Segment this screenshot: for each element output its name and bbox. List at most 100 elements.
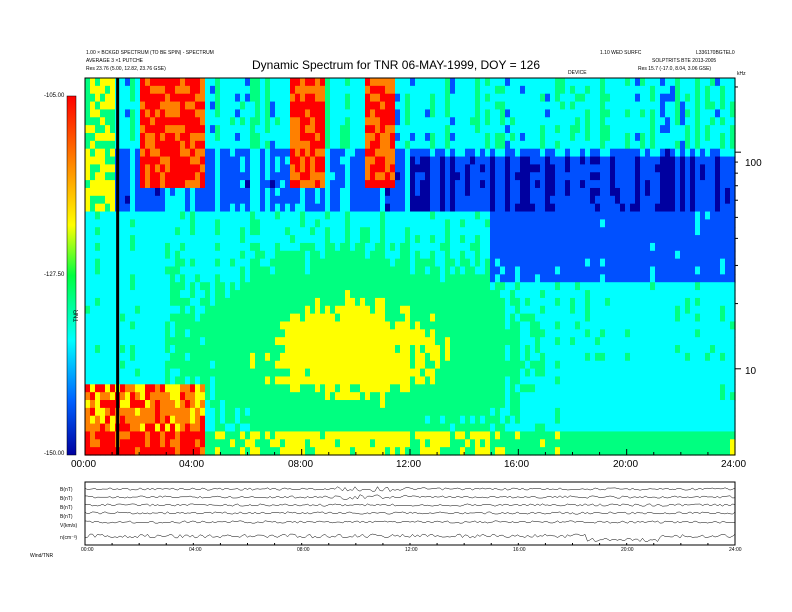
spectrogram-cell — [310, 117, 316, 126]
spectrogram-cell — [370, 282, 376, 291]
spectrogram-cell — [290, 439, 296, 448]
spectrogram-cell — [375, 93, 381, 103]
spectrogram-cell — [585, 203, 591, 213]
spectrogram-cell — [360, 439, 366, 448]
spectrogram-cell — [430, 266, 436, 275]
spectrogram-cell — [505, 337, 511, 346]
spectrogram-cell — [345, 235, 351, 244]
spectrogram-cell — [415, 242, 421, 252]
spectrogram-cell — [380, 203, 386, 213]
spectrogram-cell — [435, 125, 441, 134]
spectrogram-cell — [560, 384, 566, 393]
spectrogram-cell — [420, 101, 426, 111]
spectrogram-cell — [280, 211, 286, 220]
spectrogram-cell — [305, 164, 311, 173]
spectrogram-cell — [320, 164, 326, 173]
spectrogram-cell — [505, 125, 511, 134]
spectrogram-cell — [400, 313, 406, 323]
spectrogram-cell — [100, 447, 106, 456]
spectrogram-cell — [180, 431, 186, 440]
spectrogram-cell — [290, 109, 296, 118]
spectrogram-cell — [160, 172, 166, 181]
spectrogram-cell — [135, 227, 141, 236]
spectrogram-cell — [495, 211, 501, 220]
spectrogram-cell — [280, 219, 286, 228]
spectrogram-cell — [245, 85, 251, 95]
spectrogram-cell — [315, 439, 321, 448]
spectrogram-cell — [455, 407, 461, 417]
spectrogram-cell — [455, 219, 461, 228]
spectrogram-cell — [555, 337, 561, 346]
spectrogram-cell — [90, 352, 96, 362]
spectrogram-cell — [465, 180, 471, 189]
spectrogram-cell — [485, 101, 491, 111]
spectrogram-cell — [600, 274, 606, 283]
spectrogram-cell — [275, 93, 281, 103]
spectrogram-cell — [165, 132, 171, 142]
spectrogram-cell — [500, 187, 506, 197]
spectrogram-cell — [600, 242, 606, 252]
spectrogram-cell — [285, 235, 291, 244]
spectrogram-cell — [160, 85, 166, 95]
spectrogram-cell — [185, 195, 191, 205]
spectrogram-cell — [245, 423, 251, 433]
spectrogram-cell — [375, 392, 381, 401]
spectrogram-cell — [160, 376, 166, 385]
spectrogram-cell — [365, 235, 371, 244]
spectrogram-cell — [585, 219, 591, 228]
spectrogram-cell — [420, 250, 426, 260]
spectrogram-cell — [480, 376, 486, 385]
spectrogram-cell — [190, 93, 196, 103]
spectrogram-cell — [295, 211, 301, 220]
spectrogram-cell — [600, 132, 606, 142]
spectrogram-cell — [350, 360, 356, 370]
spectrogram-cell — [575, 156, 581, 165]
spectrogram-cell — [120, 156, 126, 165]
spectrogram-cell — [245, 345, 251, 354]
spectrogram-cell — [355, 297, 361, 307]
spectrogram-cell — [295, 78, 301, 87]
spectrogram-cell — [285, 195, 291, 205]
spectrogram-cell — [365, 140, 371, 150]
spectrogram-cell — [600, 368, 606, 378]
spectrogram-cell — [220, 235, 226, 244]
spectrogram-cell — [155, 172, 161, 181]
spectrogram-cell — [90, 93, 96, 103]
spectrogram-cell — [275, 235, 281, 244]
spectrogram-cell — [475, 423, 481, 433]
spectrogram-cell — [475, 250, 481, 260]
spectrogram-cell — [540, 439, 546, 448]
spectrogram-cell — [230, 313, 236, 323]
spectrogram-cell — [85, 368, 91, 378]
spectrogram-cell — [400, 360, 406, 370]
spectrogram-cell — [550, 78, 556, 87]
spectrogram-cell — [280, 352, 286, 362]
spectrogram-cell — [90, 321, 96, 330]
spectrogram-cell — [320, 117, 326, 126]
spectrogram-cell — [510, 447, 516, 456]
spectrogram-cell — [355, 109, 361, 118]
spectrogram-cell — [505, 211, 511, 220]
spectrogram-cell — [425, 329, 431, 338]
spectrogram-cell — [545, 352, 551, 362]
spectrogram-cell — [85, 235, 91, 244]
spectrogram-cell — [495, 423, 501, 433]
spectrogram-cell — [515, 180, 521, 189]
spectrogram-cell — [520, 447, 526, 456]
spectrogram-cell — [400, 203, 406, 213]
spectrogram-cell — [300, 164, 306, 173]
spectrogram-cell — [580, 187, 586, 197]
spectrogram-cell — [265, 211, 271, 220]
spectrogram-cell — [540, 219, 546, 228]
spectrogram-cell — [530, 195, 536, 205]
spectrogram-cell — [210, 384, 216, 393]
spectrogram-cell — [600, 219, 606, 228]
spectrogram-cell — [420, 360, 426, 370]
spectrogram-cell — [125, 235, 131, 244]
spectrogram-cell — [330, 447, 336, 456]
spectrogram-cell — [505, 447, 511, 456]
spectrogram-cell — [470, 297, 476, 307]
spectrogram-cell — [470, 345, 476, 354]
spectrogram-image — [84, 78, 741, 456]
spectrogram-cell — [145, 345, 151, 354]
